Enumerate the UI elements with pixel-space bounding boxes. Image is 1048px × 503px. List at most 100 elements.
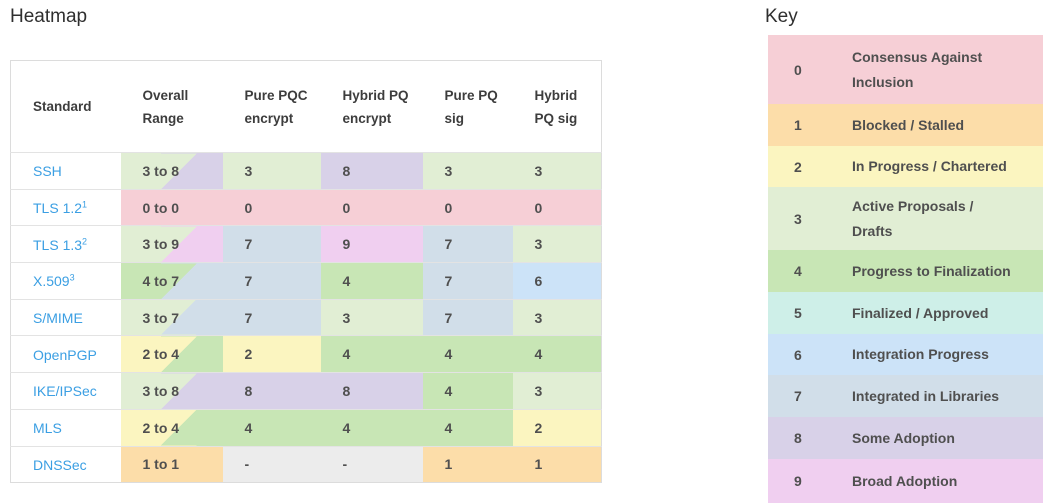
table-row-x509: X.5093 4 to 7 7 4 7 6 xyxy=(10,262,602,300)
key-row-8: 8 Some Adoption xyxy=(768,417,1043,459)
value-cell: 4 xyxy=(320,408,423,446)
table-row-ssh: SSH 3 to 8 3 8 3 3 xyxy=(10,152,602,190)
standard-cell: S/MIME xyxy=(10,298,121,336)
value-cell: 3 xyxy=(512,225,602,263)
value-cell: 2 xyxy=(512,408,602,446)
key-row-6: 6 Integration Progress xyxy=(768,334,1043,375)
standard-link-tls12[interactable]: TLS 1.21 xyxy=(33,199,88,216)
key-level: 6 xyxy=(794,346,802,363)
value-cell: 3 xyxy=(512,152,602,190)
value-cell: 7 xyxy=(222,262,321,300)
table-row-tls12: TLS 1.21 0 to 0 0 0 0 0 xyxy=(10,188,602,226)
value-cell: 4 xyxy=(422,372,513,410)
range-cell: 3 to 8 xyxy=(120,152,223,190)
value-cell: 8 xyxy=(222,372,321,410)
value-cell: 3 xyxy=(512,298,602,336)
value-cell: 1 xyxy=(422,445,513,483)
col-header-hybrid-pq-sig: Hybrid PQ sig xyxy=(512,60,602,153)
footnote-sup: 1 xyxy=(82,199,88,210)
table-row-smime: S/MIME 3 to 7 7 3 7 3 xyxy=(10,298,602,336)
standard-link-ssh[interactable]: SSH xyxy=(33,163,62,180)
key-label: Broad Adoption xyxy=(852,472,958,489)
value-cell: 0 xyxy=(512,188,602,226)
value-cell: 7 xyxy=(422,262,513,300)
value-cell: 2 xyxy=(222,335,321,373)
standard-link-tls13[interactable]: TLS 1.32 xyxy=(33,235,88,253)
value-cell: 8 xyxy=(320,152,423,190)
value-cell: 3 xyxy=(222,152,321,190)
standard-cell: IKE/IPSec xyxy=(10,372,121,410)
standard-cell: OpenPGP xyxy=(10,335,121,373)
col-header-hybrid-pq-encrypt: Hybrid PQ encrypt xyxy=(320,60,423,153)
value-cell: 1 xyxy=(512,445,602,483)
key-row-4: 4 Progress to Finalization xyxy=(768,250,1043,292)
key-title: Key xyxy=(765,6,798,27)
standard-link-x509[interactable]: X.5093 xyxy=(33,272,75,290)
key-label: Finalized / Approved xyxy=(852,304,989,321)
col-header-standard: Standard xyxy=(10,60,121,153)
table-row-openpgp: OpenPGP 2 to 4 2 4 4 4 xyxy=(10,335,602,373)
footnote-sup: 2 xyxy=(82,235,88,246)
key-level: 5 xyxy=(794,305,802,321)
value-cell: 4 xyxy=(222,408,321,446)
key-label: Consensus Against Inclusion xyxy=(852,48,983,90)
value-cell: 7 xyxy=(222,225,321,263)
key-level: 8 xyxy=(794,430,802,446)
standard-cell: DNSSec xyxy=(10,445,121,483)
key-level: 1 xyxy=(794,117,802,133)
table-row-dnssec: DNSSec 1 to 1 - - 1 1 xyxy=(10,445,602,483)
range-cell: 0 to 0 xyxy=(120,188,223,226)
key-label: Some Adoption xyxy=(852,429,955,446)
value-cell: 3 xyxy=(512,372,602,410)
value-cell: 4 xyxy=(422,408,513,446)
range-cell: 3 to 9 xyxy=(120,225,223,263)
range-cell: 1 to 1 xyxy=(120,445,223,483)
value-cell: - xyxy=(222,445,321,483)
standard-link-ikeipsec[interactable]: IKE/IPSec xyxy=(33,383,97,400)
key-label: In Progress / Chartered xyxy=(852,158,1007,174)
key-level: 4 xyxy=(794,263,802,279)
value-cell: 3 xyxy=(320,298,423,336)
value-cell: 8 xyxy=(320,372,423,410)
heatmap-table: Standard Overall Range Pure PQC encrypt … xyxy=(10,60,602,484)
table-row-tls13: TLS 1.32 3 to 9 7 9 7 3 xyxy=(10,225,602,263)
key-level: 7 xyxy=(794,388,802,404)
key-level: 0 xyxy=(794,61,802,78)
col-header-pure-pq-sig: Pure PQ sig xyxy=(422,60,513,153)
range-cell: 4 to 7 xyxy=(120,262,223,300)
standard-link-mls[interactable]: MLS xyxy=(33,419,62,436)
value-cell: - xyxy=(320,445,423,483)
standard-cell: TLS 1.21 xyxy=(10,188,121,226)
value-cell: 7 xyxy=(422,298,513,336)
standard-cell: MLS xyxy=(10,408,121,446)
standard-link-smime[interactable]: S/MIME xyxy=(33,309,83,326)
value-cell: 4 xyxy=(512,335,602,373)
heatmap-header-row: Standard Overall Range Pure PQC encrypt … xyxy=(10,60,602,153)
value-cell: 0 xyxy=(422,188,513,226)
key-label: Integration Progress xyxy=(852,346,989,362)
value-cell: 4 xyxy=(422,335,513,373)
key-level: 9 xyxy=(794,473,802,489)
value-cell: 3 xyxy=(422,152,513,190)
value-cell: 4 xyxy=(320,262,423,300)
table-row-mls: MLS 2 to 4 4 4 4 2 xyxy=(10,408,602,446)
key-level: 2 xyxy=(794,158,802,175)
value-cell: 0 xyxy=(320,188,423,226)
standard-cell: SSH xyxy=(10,152,121,190)
standard-cell: X.5093 xyxy=(10,262,121,300)
heatmap-title: Heatmap xyxy=(10,6,88,27)
value-cell: 9 xyxy=(320,225,423,263)
key-row-9: 9 Broad Adoption xyxy=(768,459,1043,503)
table-row-ikeipsec: IKE/IPSec 3 to 8 8 8 4 3 xyxy=(10,372,602,410)
range-cell: 2 to 4 xyxy=(120,335,223,373)
key-label: Progress to Finalization xyxy=(852,262,1011,279)
value-cell: 0 xyxy=(222,188,321,226)
key-label: Integrated in Libraries xyxy=(852,387,1000,404)
standard-link-openpgp[interactable]: OpenPGP xyxy=(33,346,97,363)
value-cell: 7 xyxy=(422,225,513,263)
range-cell: 3 to 8 xyxy=(120,372,223,410)
value-cell: 4 xyxy=(320,335,423,373)
key-row-5: 5 Finalized / Approved xyxy=(768,292,1043,334)
standard-link-dnssec[interactable]: DNSSec xyxy=(33,456,87,473)
key-row-0: 0 Consensus Against Inclusion xyxy=(768,35,1043,104)
